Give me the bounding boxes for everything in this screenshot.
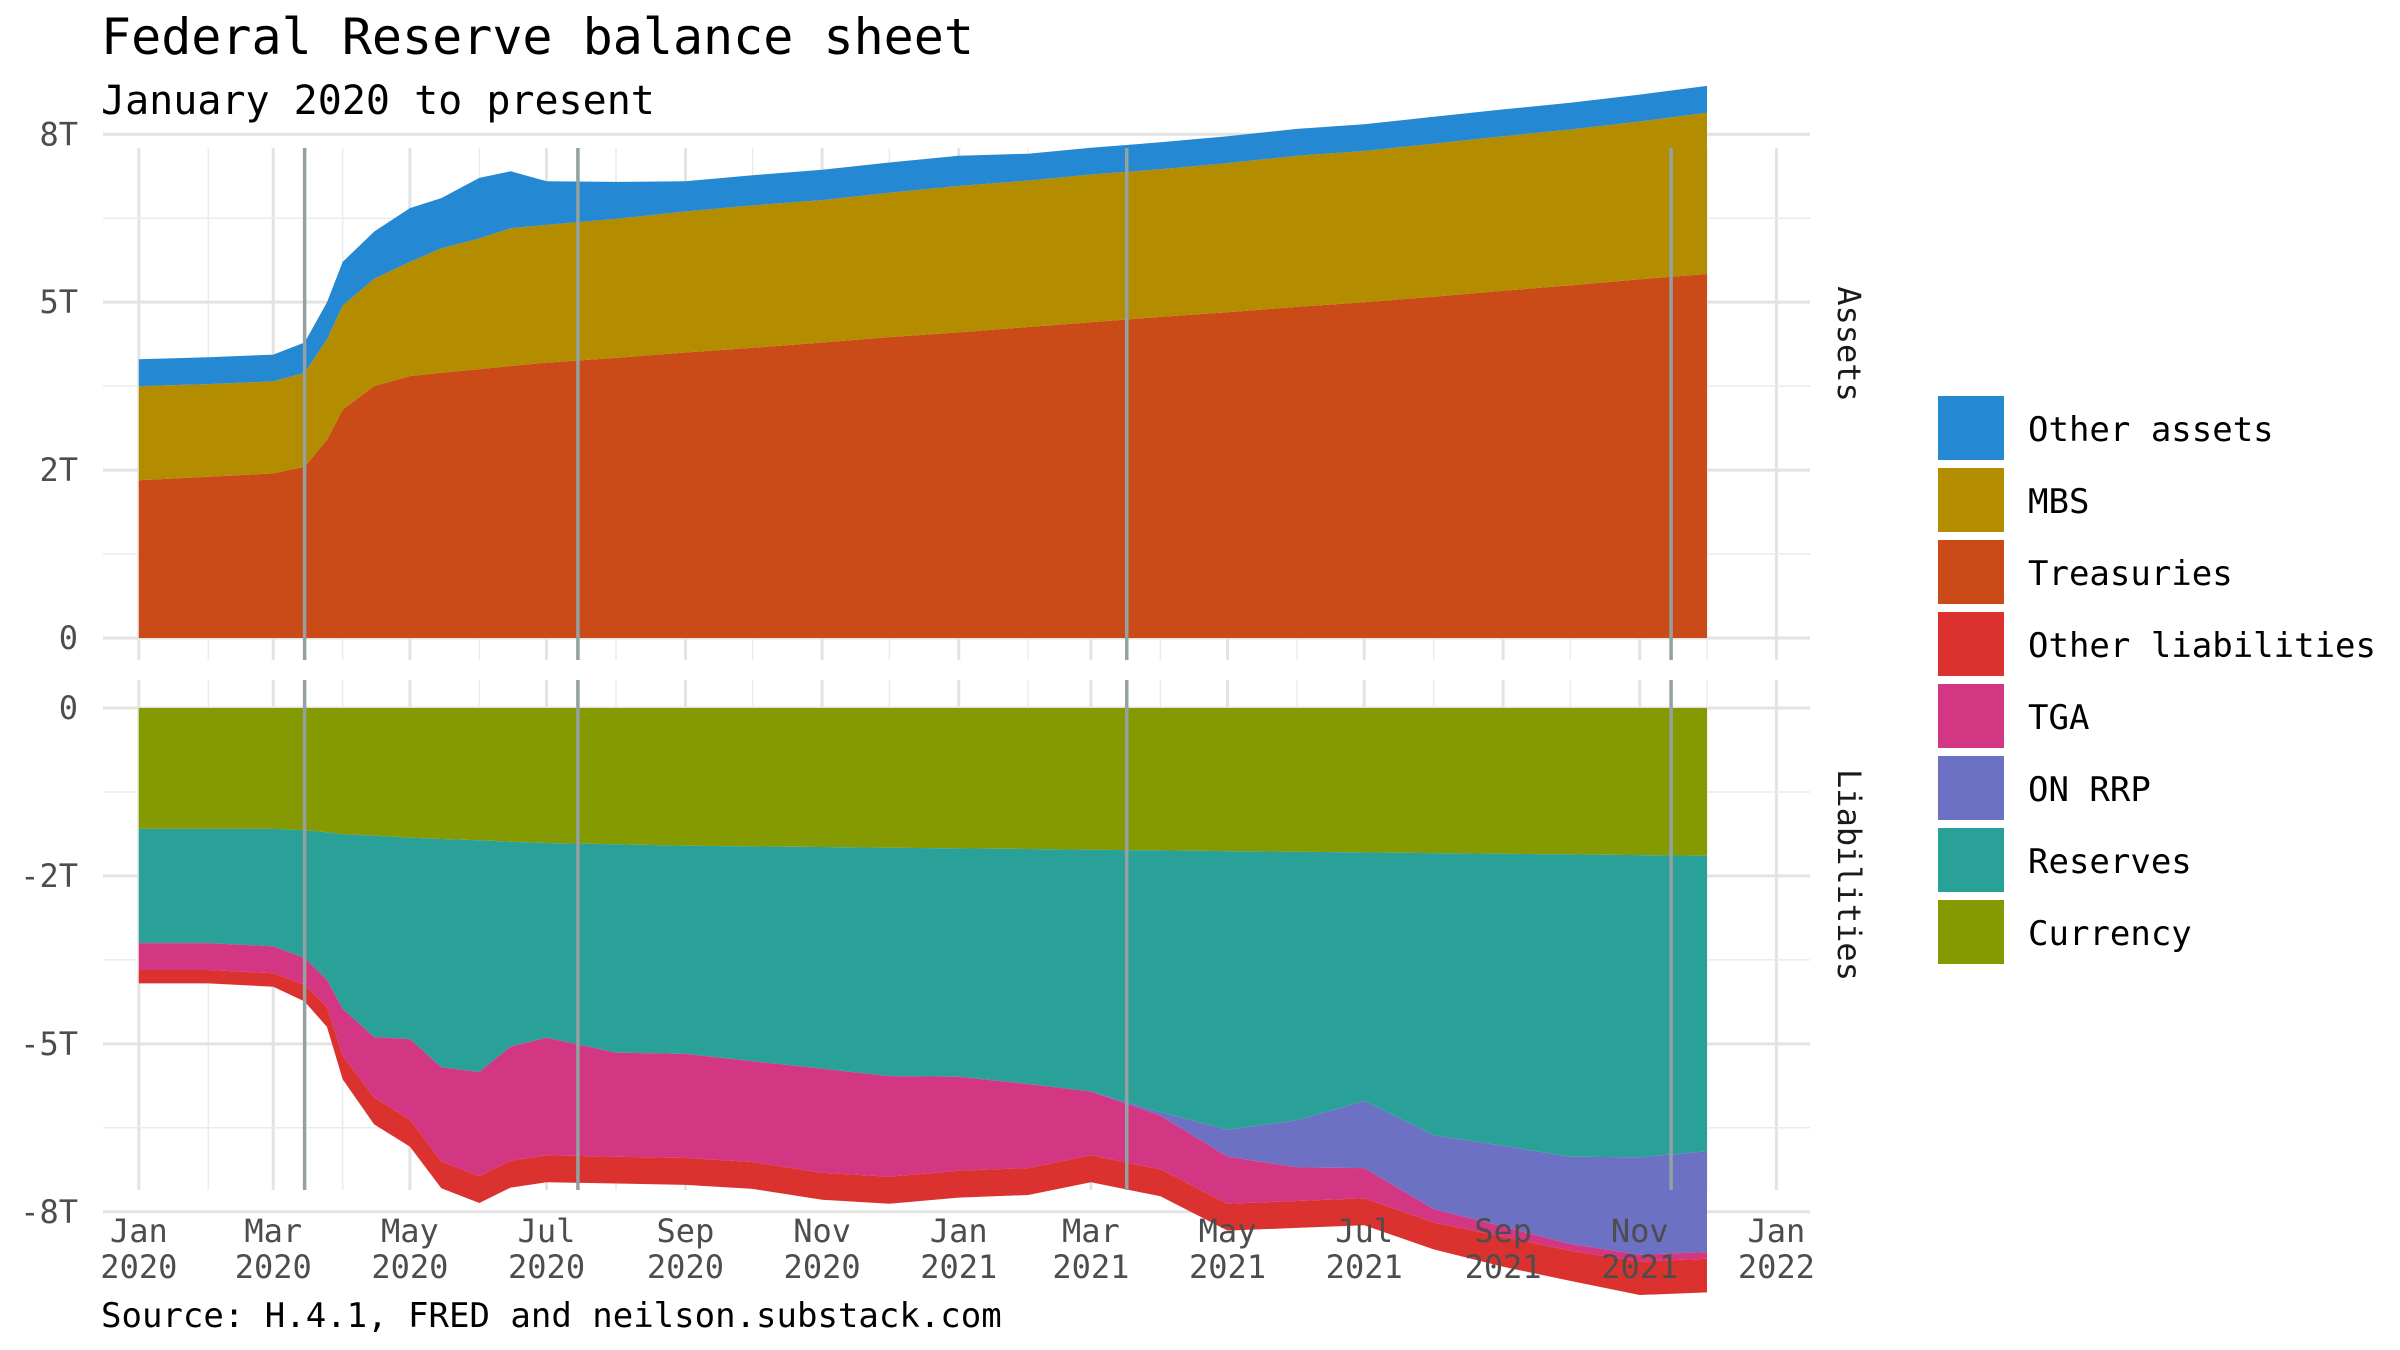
legend-label: Treasuries [2028, 554, 2233, 594]
y-tick-label: 0 [59, 689, 78, 727]
area-other-assets [138, 85, 1707, 387]
legend-label: Reserves [2028, 842, 2192, 882]
x-tick-label-year: 2020 [784, 1248, 861, 1286]
legend-swatch [1938, 612, 2004, 676]
area-currency [138, 708, 1707, 856]
x-tick-label-month: Sep [1474, 1212, 1532, 1250]
chart-subtitle: January 2020 to present [101, 78, 655, 124]
area-layer [138, 85, 1707, 1295]
legend-swatch [1938, 540, 2004, 604]
area-on-rrp [138, 943, 1707, 1255]
legend-item: Treasuries [1938, 540, 2400, 604]
panel-strip-label: Assets [1830, 286, 1868, 402]
y-tick-label: 2T [39, 451, 78, 489]
label-layer: 02T5T8TAssets0-2T-5T-8TLiabilitiesJan202… [20, 115, 1868, 1286]
area-tga [138, 943, 1707, 1262]
legend-label: Other assets [2028, 410, 2274, 450]
legend-item: TGA [1938, 684, 2400, 748]
area-reserves [138, 828, 1707, 1158]
x-tick-label-month: May [381, 1212, 439, 1250]
x-tick-label-month: Mar [1062, 1212, 1120, 1250]
legend-item: Other assets [1938, 396, 2400, 460]
legend-item: Currency [1938, 900, 2400, 964]
x-tick-label-month: Nov [793, 1212, 851, 1250]
x-tick-label-year: 2021 [920, 1248, 997, 1286]
x-tick-label-month: Jul [1335, 1212, 1393, 1250]
legend-item: Other liabilities [1938, 612, 2400, 676]
area-other-liabilities [138, 970, 1707, 1295]
legend-label: TGA [2028, 698, 2090, 738]
x-tick-label-year: 2022 [1738, 1248, 1815, 1286]
legend-item: MBS [1938, 468, 2400, 532]
x-tick-label-month: Jan [110, 1212, 168, 1250]
x-tick-label-year: 2020 [371, 1248, 448, 1286]
x-tick-label-month: May [1199, 1212, 1257, 1250]
legend-swatch [1938, 684, 2004, 748]
chart-caption: Source: H.4.1, FRED and neilson.substack… [101, 1296, 1002, 1336]
x-tick-label-year: 2020 [508, 1248, 585, 1286]
x-tick-label-month: Jan [1747, 1212, 1805, 1250]
legend-label: ON RRP [2028, 770, 2151, 810]
x-tick-label-year: 2021 [1465, 1248, 1542, 1286]
panel-strip-label: Liabilities [1830, 769, 1868, 981]
y-tick-label: 8T [39, 115, 78, 153]
legend-item: Reserves [1938, 828, 2400, 892]
legend-swatch [1938, 396, 2004, 460]
x-tick-label-year: 2021 [1326, 1248, 1403, 1286]
x-tick-label-year: 2020 [235, 1248, 312, 1286]
legend-swatch [1938, 468, 2004, 532]
x-tick-label-month: Sep [657, 1212, 715, 1250]
legend-item: ON RRP [1938, 756, 2400, 820]
legend-label: Other liabilities [2028, 626, 2376, 666]
vertical-lines-layer [302, 148, 1673, 1190]
legend-swatch [1938, 756, 2004, 820]
legend-label: Currency [2028, 914, 2192, 954]
legend-swatch [1938, 828, 2004, 892]
x-tick-label-month: Nov [1611, 1212, 1669, 1250]
x-tick-label-month: Jul [518, 1212, 576, 1250]
x-tick-label-year: 2021 [1052, 1248, 1129, 1286]
y-tick-label: -2T [20, 857, 78, 895]
legend-swatch [1938, 900, 2004, 964]
y-tick-label: 5T [39, 283, 78, 321]
x-tick-label-month: Jan [930, 1212, 988, 1250]
legend-label: MBS [2028, 482, 2090, 522]
x-tick-label-year: 2021 [1189, 1248, 1266, 1286]
y-tick-label: -5T [20, 1025, 78, 1063]
x-tick-label-year: 2020 [647, 1248, 724, 1286]
chart-title: Federal Reserve balance sheet [101, 8, 974, 66]
y-tick-label: 0 [59, 619, 78, 657]
x-tick-label-year: 2021 [1601, 1248, 1678, 1286]
y-tick-label: -8T [20, 1193, 78, 1231]
area-treasuries [138, 274, 1707, 638]
x-tick-label-year: 2020 [100, 1248, 177, 1286]
x-tick-label-month: Mar [244, 1212, 302, 1250]
area-mbs [138, 112, 1707, 481]
